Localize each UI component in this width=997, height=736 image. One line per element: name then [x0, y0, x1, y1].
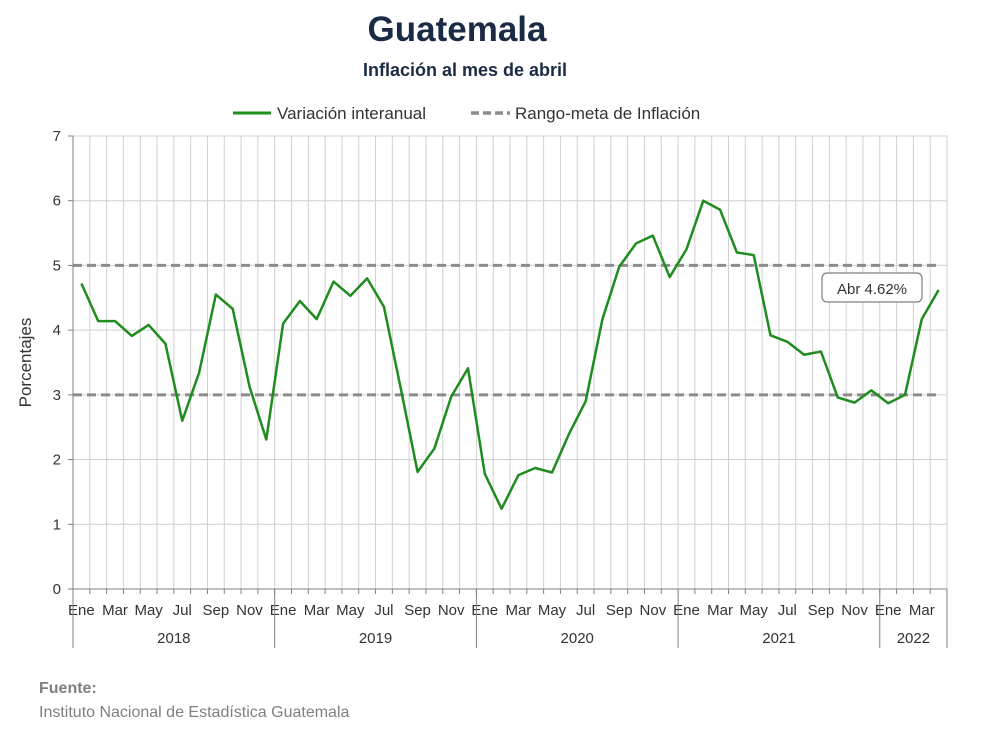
x-tick-label: Jul	[374, 602, 393, 619]
y-tick-label: 1	[53, 516, 61, 533]
x-tick-label: Jul	[576, 602, 595, 619]
y-tick-labels: 0 1 2 3 4 5 6 7	[53, 128, 61, 598]
x-tick-label: May	[336, 602, 365, 619]
x-tick-label: Mar	[909, 602, 935, 619]
annotation-box	[821, 272, 923, 303]
x-tick-label: Sep	[203, 602, 230, 619]
inflation-line	[80, 199, 940, 511]
x-tick-label: Mar	[102, 602, 128, 619]
legend-label-rango: Rango-meta de Inflación	[515, 104, 700, 123]
y-tick-label: 7	[53, 128, 61, 145]
year-label: 2020	[561, 630, 594, 647]
year-label: 2021	[762, 630, 795, 647]
year-label: 2022	[897, 630, 930, 647]
legend-label-variacion: Variación interanual	[277, 104, 426, 123]
source-text: Instituto Nacional de Estadística Guatem…	[39, 704, 350, 721]
y-tick-label: 2	[53, 452, 61, 469]
year-labels: 2018 2019 2020 2021 2022	[72, 589, 948, 648]
x-tick-label: Sep	[808, 602, 835, 619]
x-tick-label: Nov	[640, 602, 667, 619]
x-tick-label: Ene	[68, 602, 95, 619]
x-tick-label: Nov	[236, 602, 263, 619]
x-tick-label: Sep	[404, 602, 431, 619]
year-label: 2019	[359, 630, 392, 647]
x-tick-label: Ene	[673, 602, 700, 619]
x-tick-label: Nov	[841, 602, 868, 619]
x-tick-labels: Ene Mar May Jul Sep Nov Ene Mar May Jul Sep Nov Ene M…	[68, 602, 935, 619]
year-label: 2018	[157, 630, 190, 647]
x-tick-label: Ene	[875, 602, 902, 619]
x-tick-label: May	[538, 602, 567, 619]
legend: Variación interanual Rango-meta de Inflac…	[233, 104, 700, 123]
x-tick-label: Mar	[707, 602, 733, 619]
x-tick-label: Mar	[505, 602, 531, 619]
x-tick-label: Nov	[438, 602, 465, 619]
x-tick-label: Ene	[471, 602, 498, 619]
x-tick-label: May	[740, 602, 769, 619]
series-line	[80, 199, 940, 511]
x-tick-label: Jul	[778, 602, 797, 619]
x-tick-label: Ene	[270, 602, 297, 619]
y-axis-label: Porcentajes	[16, 318, 35, 408]
y-tick-label: 5	[53, 257, 61, 274]
target-range-lines	[73, 263, 937, 397]
source-label: Fuente:	[39, 680, 97, 697]
x-tick-label: Jul	[173, 602, 192, 619]
value-annotation: Abr 4.62%	[821, 272, 923, 303]
annotation-text: Abr 4.62%	[837, 281, 907, 298]
chart-title: Guatemala	[367, 10, 547, 49]
chart-subtitle: Inflación al mes de abril	[362, 60, 568, 80]
x-tick-label: Mar	[304, 602, 330, 619]
y-tick-label: 6	[53, 193, 61, 210]
grid-lines	[72, 135, 948, 590]
x-tick-label: Sep	[606, 602, 633, 619]
x-tick-label: May	[134, 602, 163, 619]
y-tick-label: 4	[53, 322, 61, 339]
axes	[68, 135, 948, 594]
y-tick-label: 0	[53, 581, 61, 598]
y-tick-label: 3	[53, 387, 61, 404]
